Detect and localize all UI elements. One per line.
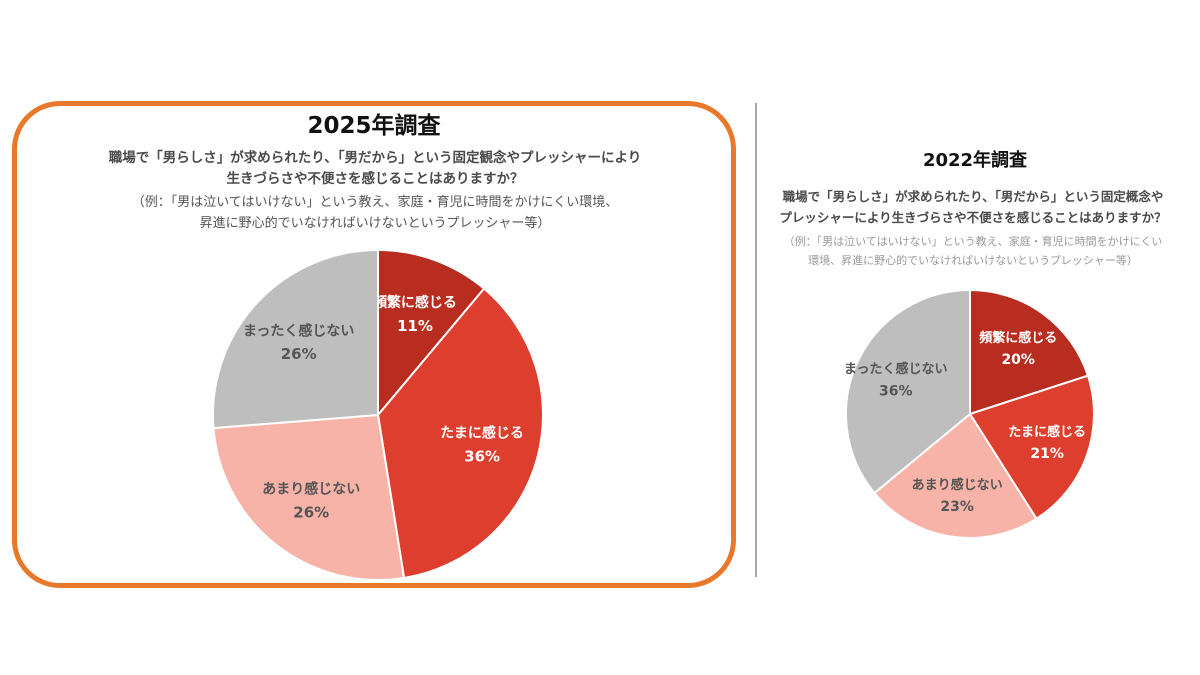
note-2025-line-2: 昇進に野心的でいなければいけないというプレッシャー等） xyxy=(199,216,551,231)
note-2025: （例：「男は泣いてはいけない」という教え、家庭・育児に時間をかけにくい環境、 昇… xyxy=(40,192,710,234)
pie-2025-slice-0-value: 11% xyxy=(397,317,433,335)
pie-2022-slice-3-value: 36% xyxy=(879,383,913,399)
chart-title-2025: 2025年調査 xyxy=(307,113,441,139)
pie-2025-slice-0 xyxy=(377,248,486,418)
pie-2025-slice-0-label: 頻繁に感じる xyxy=(373,294,457,311)
note-2025-line-1: （例：「男は泣いてはいけない」という教え、家庭・育児に時間をかけにくい環境、 xyxy=(131,195,619,210)
chart-title-2022: 2022年調査 xyxy=(922,150,1028,171)
pie-2025-slice-2-value: 26% xyxy=(293,503,329,521)
pie-2025-slice-3-label: まったく感じない xyxy=(243,322,354,339)
question-2022-line-1: 職場で「男らしさ」が求められたり、「男だから」という固定概念や xyxy=(782,189,1164,204)
question-2022: 職場で「男らしさ」が求められたり、「男だから」という固定概念や プレッシャーによ… xyxy=(758,186,1188,228)
pie-2022-slice-2-value: 23% xyxy=(940,499,974,515)
question-2025-line-2: 生きづらさや不便さを感じることはありますか？ xyxy=(226,171,524,187)
question-2022-line-2: プレッシャーにより生きづらさや不便さを感じることはありますか？ xyxy=(779,210,1167,225)
pie-2025-slice-2 xyxy=(212,413,406,581)
pie-2025-slice-2-label: あまり感じない xyxy=(262,481,360,498)
pie-2025-slice-3-value: 26% xyxy=(281,345,317,363)
pie-2025-slice-1 xyxy=(376,287,544,580)
note-2022-line-2: 環境、昇進に野心的でいなければいけないというプレッシャー等） xyxy=(808,254,1138,267)
pie-2022-slice-2-label: あまり感じない xyxy=(912,477,1003,493)
pie-2022-slice-2 xyxy=(873,412,1038,539)
pie-2022-slice-0-label: 頻繁に感じる xyxy=(979,330,1057,346)
note-2022-line-1: （例：「男は泣いてはいけない」という教え、家庭・育児に時間をかけにくい xyxy=(783,235,1163,248)
question-2025: 職場で「男らしさ」が求められたり、「男だから」という固定観念やプレッシャーにより… xyxy=(40,148,710,190)
note-2022: （例：「男は泣いてはいけない」という教え、家庭・育児に時間をかけにくい 環境、昇… xyxy=(758,232,1188,270)
pie-2022-slice-1-label: たまに感じる xyxy=(1008,424,1086,440)
pie-2025-slice-1-label: たまに感じる xyxy=(440,424,524,441)
pie-2022-slice-0 xyxy=(969,288,1090,416)
pie-2025-slice-3 xyxy=(212,248,379,430)
pie-2022-slice-1-value: 21% xyxy=(1030,446,1064,462)
pie-2022-slice-3 xyxy=(845,288,971,495)
question-2025-line-1: 職場で「男らしさ」が求められたり、「男だから」という固定観念やプレッシャーにより xyxy=(108,150,642,166)
pie-2022-slice-3-label: まったく感じない xyxy=(844,361,947,377)
pie-2025-slice-1-value: 36% xyxy=(464,447,500,465)
pie-2022-slice-0-value: 20% xyxy=(1001,352,1035,368)
pie-2022-slice-1 xyxy=(968,374,1095,521)
survey-2025-frame xyxy=(12,101,736,588)
chart-divider xyxy=(755,103,757,577)
